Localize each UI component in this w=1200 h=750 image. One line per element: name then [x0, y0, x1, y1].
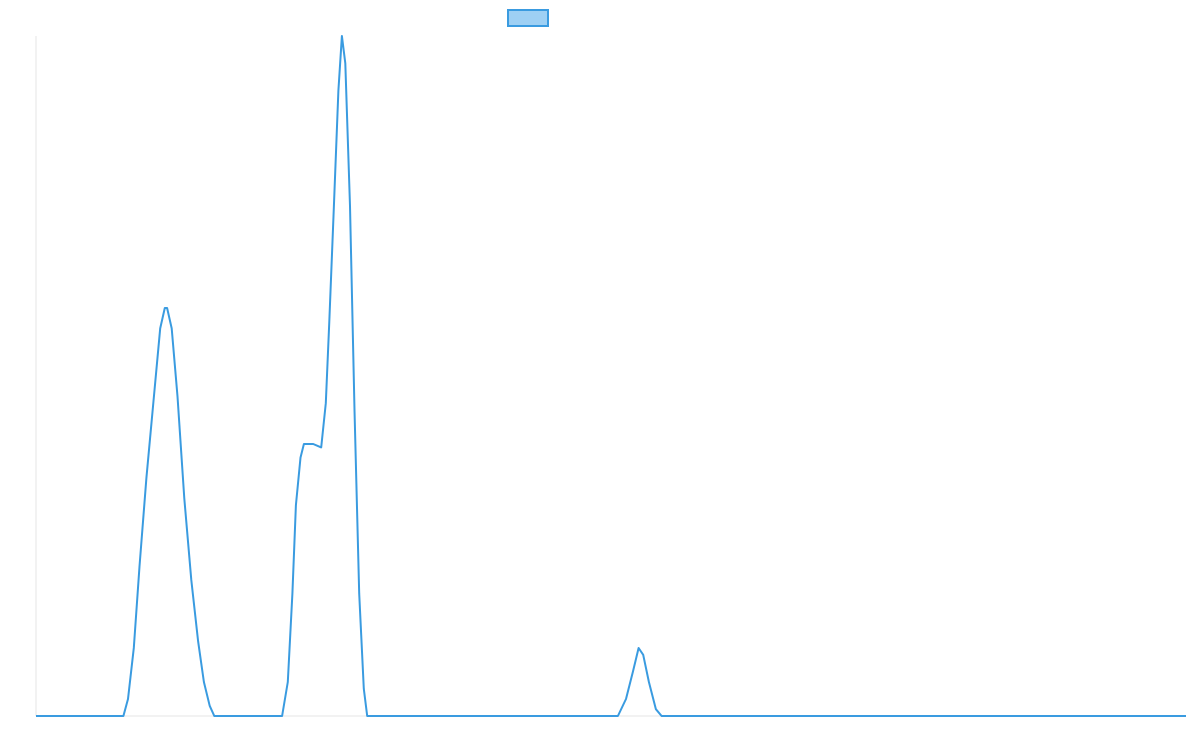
legend[interactable] — [507, 9, 549, 27]
series-line-0 — [36, 35, 1186, 717]
series-layer — [36, 35, 1186, 717]
legend-swatch[interactable] — [507, 9, 549, 27]
